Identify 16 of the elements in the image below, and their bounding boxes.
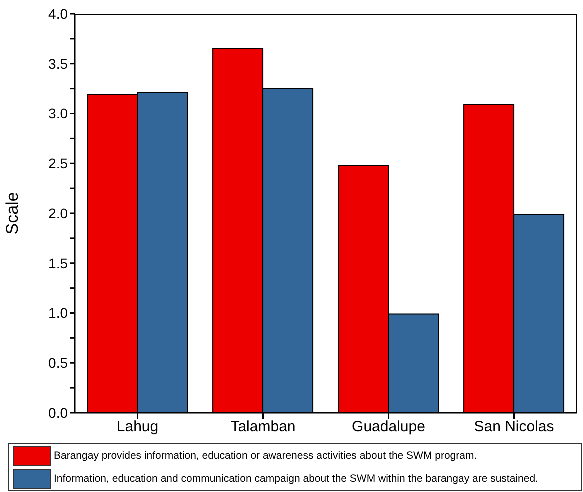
x-tick-label: Lahug (116, 418, 159, 436)
x-tick-label: Guadalupe (352, 418, 426, 436)
y-tick-label: 1.0 (48, 305, 68, 322)
y-tick-label: 1.5 (48, 255, 68, 272)
legend-label: Information, education and communication campaign about the SWM within the barangay are sustained. (54, 472, 538, 484)
y-tick-label: 0.0 (48, 404, 68, 421)
y-axis-title: Scale (3, 192, 22, 235)
y-tick-label: 3.5 (48, 56, 68, 72)
legend-label: Barangay provides information, education or awareness activities about the SWM program. (54, 450, 478, 462)
y-tick-label: 2.5 (48, 156, 68, 172)
y-tick-label: 2.0 (48, 205, 68, 222)
y-tick-label: 0.5 (48, 355, 68, 372)
y-tick-label: 3.0 (48, 106, 68, 122)
y-tick-label: 4.0 (48, 6, 68, 22)
x-tick-label: San Nicolas (474, 418, 554, 436)
x-tick-label: Talamban (230, 418, 296, 436)
